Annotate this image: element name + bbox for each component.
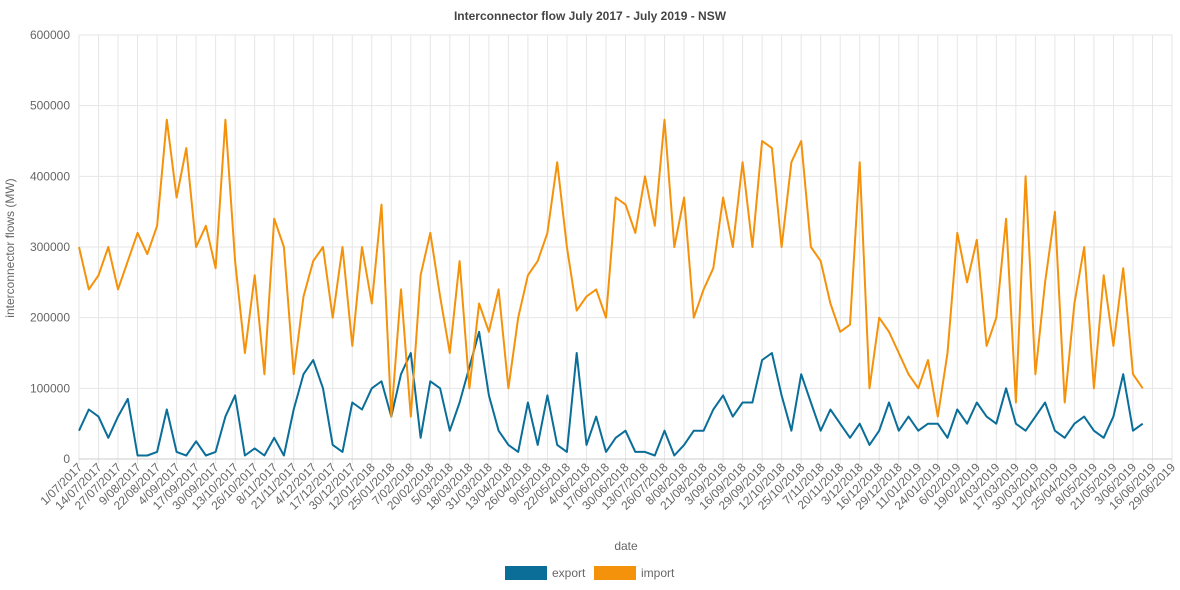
series-line-export[interactable] [78,330,1144,457]
x-axis-ticks: 1/07/201714/07/201727/07/20179/08/201722… [37,460,1178,513]
y-tick-label: 500000 [30,99,70,113]
y-tick-label: 600000 [30,28,70,42]
y-tick-label: 200000 [30,311,70,325]
legend-swatch-import [594,566,636,580]
series-line-import[interactable] [78,118,1144,418]
legend-item-export[interactable]: export [505,566,586,580]
y-tick-label: 0 [63,452,70,466]
y-axis-title: interconnector flows (MW) [3,178,17,317]
series-lines [78,118,1144,457]
legend: export import [505,566,675,580]
chart-title: Interconnector flow July 2017 - July 201… [454,9,727,23]
y-axis-ticks: 0 100000 200000 300000 400000 500000 600000 [30,28,70,466]
x-axis-title: date [614,539,638,553]
y-tick-label: 400000 [30,169,70,183]
legend-label-export: export [552,566,586,580]
legend-item-import[interactable]: import [594,566,675,580]
legend-label-import: import [641,566,675,580]
legend-swatch-export [505,566,547,580]
grid [78,34,1173,464]
y-tick-label: 100000 [30,381,70,395]
y-tick-label: 300000 [30,240,70,254]
